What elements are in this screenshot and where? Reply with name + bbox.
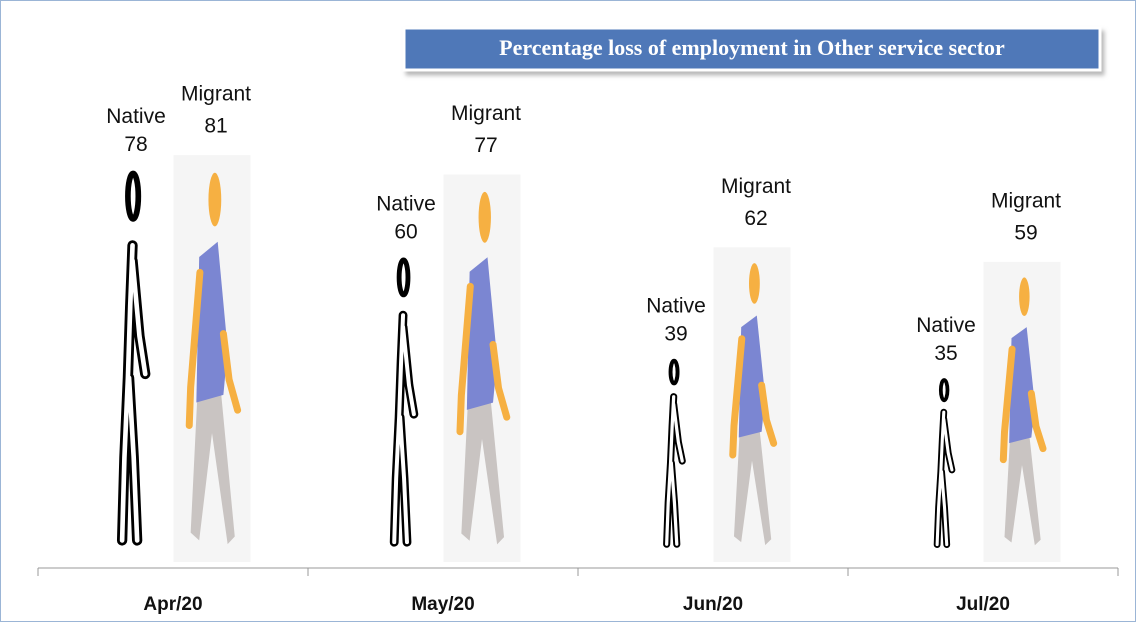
frame <box>1 1 1136 622</box>
chart: Percentage loss of employment in Other s… <box>0 0 1136 622</box>
head <box>749 263 760 304</box>
head <box>208 173 221 227</box>
series-label: Migrant <box>991 189 1061 212</box>
series-label: Migrant <box>451 102 521 125</box>
value-label: 39 <box>664 322 687 345</box>
series-label: Native <box>646 294 706 317</box>
value-label: 77 <box>474 134 497 157</box>
series-label: Native <box>376 193 436 216</box>
x-tick-label: May/20 <box>411 594 474 615</box>
head <box>128 173 138 218</box>
head <box>479 192 491 243</box>
value-label: 78 <box>124 133 147 156</box>
value-label: 81 <box>204 115 227 138</box>
series-label: Migrant <box>721 175 791 198</box>
head <box>1019 277 1030 316</box>
head <box>671 361 678 384</box>
value-label: 35 <box>934 342 957 365</box>
chart-title: Percentage loss of employment in Other s… <box>499 35 1005 60</box>
series-label: Migrant <box>181 83 251 106</box>
head <box>941 380 948 400</box>
x-tick-label: Apr/20 <box>143 594 202 615</box>
head <box>399 260 408 295</box>
value-label: 59 <box>1014 221 1037 244</box>
x-tick-label: Jun/20 <box>683 594 743 615</box>
x-tick-label: Jul/20 <box>956 594 1010 615</box>
series-label: Native <box>916 314 976 337</box>
value-label: 62 <box>744 207 767 230</box>
value-label: 60 <box>394 221 417 244</box>
series-label: Native <box>106 105 166 128</box>
